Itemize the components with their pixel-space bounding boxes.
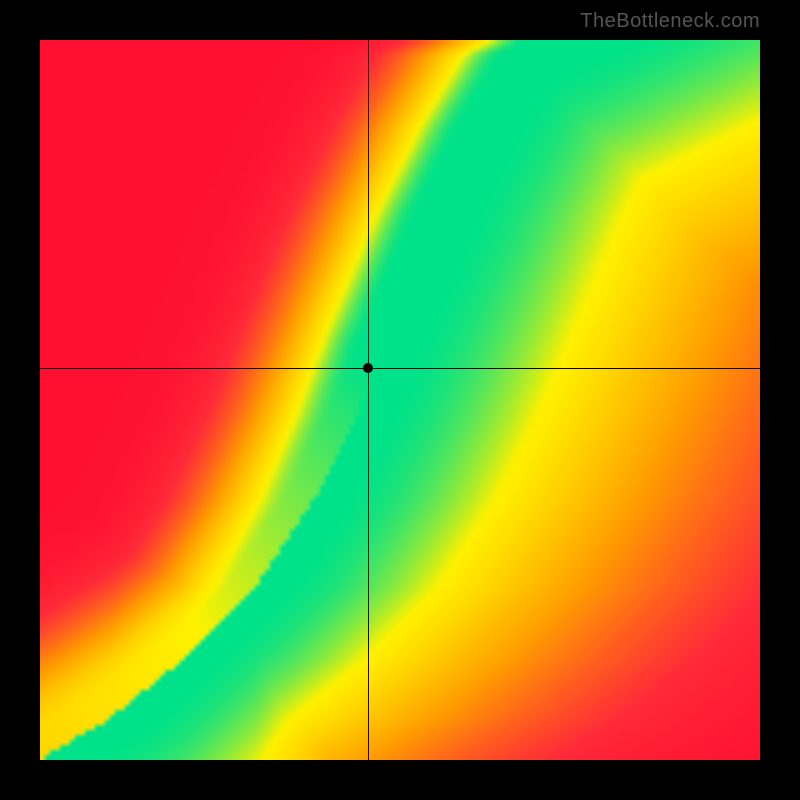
heatmap-canvas xyxy=(40,40,760,760)
watermark-text: TheBottleneck.com xyxy=(580,10,760,33)
heatmap-chart xyxy=(40,40,760,760)
